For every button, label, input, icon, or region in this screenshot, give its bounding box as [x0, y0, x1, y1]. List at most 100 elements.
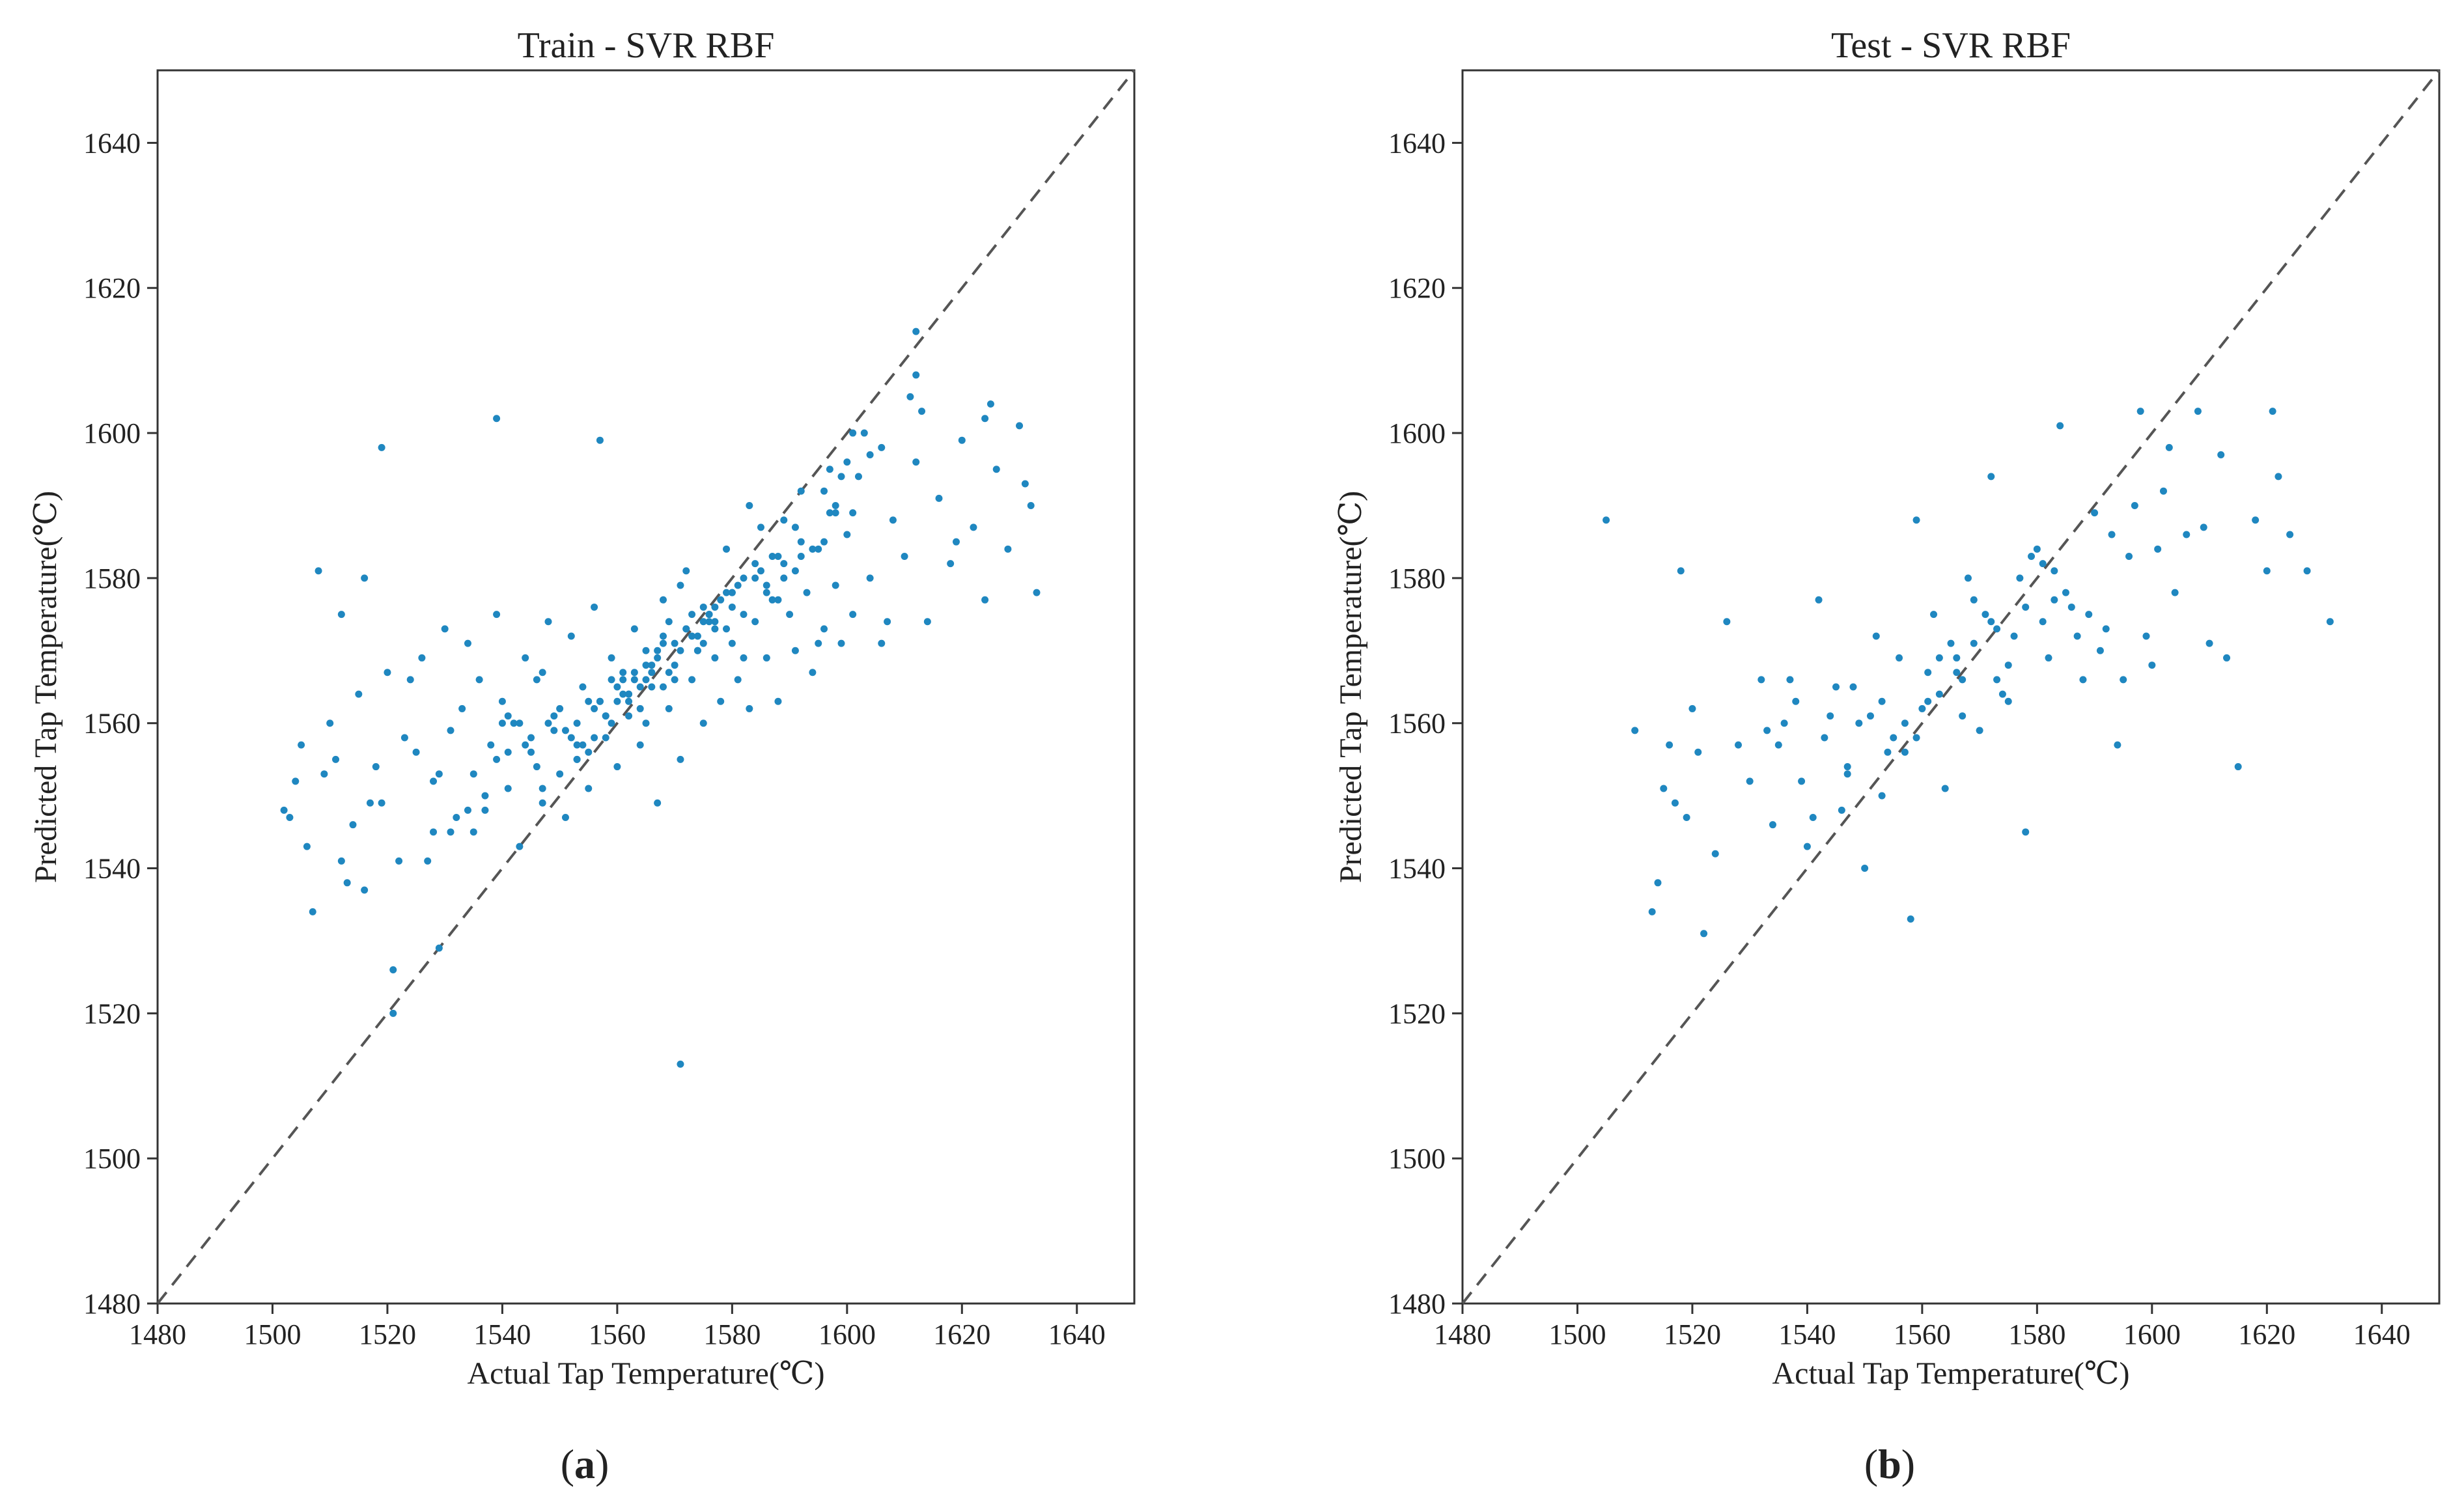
- scatter-point: [832, 501, 839, 509]
- scatter-point: [1998, 690, 2006, 698]
- scatter-point: [878, 639, 886, 647]
- y-axis-label: Predicted Tap Temperature(℃): [1334, 491, 1368, 883]
- scatter-point: [1981, 611, 1989, 619]
- scatter-point: [671, 662, 679, 669]
- scatter-point: [2223, 654, 2231, 662]
- scatter-point: [1666, 741, 1673, 749]
- scatter-point: [608, 654, 615, 662]
- scatter-point: [544, 719, 552, 727]
- scatter-point: [2275, 473, 2282, 481]
- scatter-point: [884, 618, 891, 626]
- scatter-point: [1832, 683, 1840, 691]
- scatter-point: [849, 611, 857, 619]
- scatter-point: [2154, 545, 2162, 553]
- scatter-point: [1907, 915, 1914, 923]
- scatter-point: [2004, 697, 2012, 705]
- scatter-point: [2010, 632, 2018, 640]
- scatter-point: [539, 669, 546, 676]
- scatter-point: [677, 1060, 684, 1068]
- scatter-point: [2205, 639, 2213, 647]
- scatter-point: [780, 560, 788, 568]
- y-tick-label: 1620: [83, 272, 141, 304]
- scatter-point: [2326, 618, 2334, 626]
- scatter-point: [1901, 748, 1909, 756]
- scatter-point: [625, 690, 633, 698]
- scatter-point: [2217, 451, 2225, 458]
- scatter-point: [797, 538, 805, 546]
- scatter-point: [2194, 408, 2202, 415]
- scatter-point: [1631, 727, 1639, 734]
- identity-reference-line: [156, 69, 1136, 1305]
- chart-title: Test - SVR RBF: [1831, 25, 2071, 66]
- scatter-point: [435, 944, 443, 952]
- scatter-point: [774, 596, 782, 604]
- scatter-point: [2051, 567, 2058, 575]
- scatter-point: [389, 966, 397, 974]
- scatter-point: [1654, 879, 1662, 887]
- scatter-point: [2108, 531, 2116, 538]
- scatter-point: [504, 785, 512, 792]
- scatter-point: [561, 814, 569, 822]
- x-tick-label: 1620: [933, 1318, 990, 1350]
- y-tick-label: 1620: [1388, 272, 1446, 304]
- scatter-point: [1959, 676, 1967, 684]
- scatter-point: [723, 625, 731, 633]
- scatter-point: [659, 632, 667, 640]
- scatter-point: [1884, 748, 1892, 756]
- scatter-point: [337, 857, 345, 865]
- scatter-point: [1924, 669, 1932, 676]
- scatter-point: [2004, 662, 2012, 669]
- scatter-point: [665, 618, 673, 626]
- scatter-point: [1723, 618, 1731, 626]
- x-tick-label: 1580: [703, 1318, 761, 1350]
- x-tick-label: 1600: [819, 1318, 876, 1350]
- scatter-point: [550, 727, 558, 734]
- scatter-point: [522, 654, 529, 662]
- scatter-point: [659, 639, 667, 647]
- scatter-point: [280, 806, 288, 814]
- scatter-point: [613, 763, 621, 771]
- scatter-point: [717, 596, 725, 604]
- scatter-point: [625, 712, 633, 720]
- scatter-point: [2039, 560, 2047, 568]
- scatter-point: [2114, 741, 2121, 749]
- scatter-point: [355, 690, 363, 698]
- scatter-point: [2067, 603, 2075, 611]
- scatter-point: [1918, 704, 1926, 712]
- scatter-point: [992, 466, 1000, 473]
- scatter-point: [2263, 567, 2271, 575]
- scatter-point: [619, 690, 627, 698]
- scatter-point: [987, 400, 994, 408]
- scatter-point: [786, 611, 794, 619]
- scatter-point: [746, 501, 753, 509]
- scatter-point: [763, 589, 770, 596]
- scatter-point: [1970, 596, 1978, 604]
- scatter-point: [906, 393, 914, 400]
- scatter-point: [1935, 654, 1943, 662]
- scatter-point: [688, 611, 696, 619]
- scatter-point: [711, 654, 719, 662]
- scatter-point: [533, 676, 540, 684]
- scatter-point: [418, 654, 426, 662]
- scatter-point: [711, 625, 719, 633]
- scatter-point: [2073, 632, 2081, 640]
- scatter-point: [320, 770, 328, 778]
- scatter-point: [815, 639, 822, 647]
- scatter-point: [1849, 683, 1857, 691]
- scatter-point: [1671, 799, 1679, 807]
- scatter-point: [734, 581, 742, 589]
- scatter-point: [1746, 777, 1754, 785]
- scatter-point: [768, 552, 776, 560]
- scatter-point: [1953, 654, 1961, 662]
- scatter-point: [1901, 719, 1909, 727]
- scatter-point: [832, 581, 839, 589]
- scatter-point: [556, 704, 564, 712]
- scatter-point: [591, 603, 598, 611]
- scatter-point: [826, 466, 833, 473]
- y-tick-label: 1600: [83, 417, 141, 449]
- scatter-point: [659, 683, 667, 691]
- scatter-point: [1757, 676, 1765, 684]
- identity-reference-line: [1461, 69, 2441, 1305]
- scatter-point: [522, 741, 529, 749]
- scatter-point: [843, 531, 851, 538]
